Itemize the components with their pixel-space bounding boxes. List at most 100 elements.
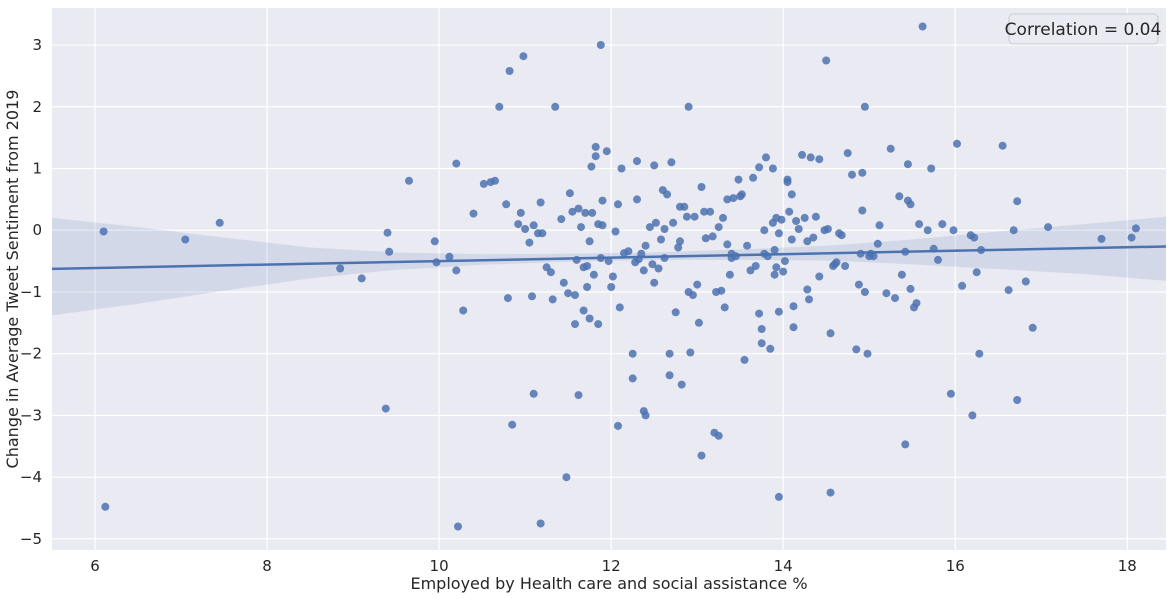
data-point <box>574 391 583 400</box>
data-point <box>430 237 439 246</box>
data-point <box>663 190 672 199</box>
data-point <box>181 235 190 244</box>
data-point <box>760 226 769 235</box>
y-tick-labels: 3 2 1 0 −1 −2 −3 −4 −5 <box>20 36 42 548</box>
data-point <box>1028 323 1037 332</box>
data-point <box>405 176 413 185</box>
data-point <box>1013 396 1022 404</box>
data-point <box>875 221 884 230</box>
data-point <box>559 278 568 287</box>
data-point <box>766 344 775 353</box>
data-point <box>809 233 818 242</box>
data-point <box>665 349 674 358</box>
data-point <box>858 206 867 215</box>
data-point <box>571 320 579 329</box>
data-point <box>854 280 863 289</box>
data-point <box>755 163 764 172</box>
data-point <box>624 247 633 256</box>
data-point <box>686 348 695 357</box>
data-point <box>565 189 574 198</box>
data-point <box>805 295 813 304</box>
data-point <box>970 233 979 242</box>
data-point <box>723 195 732 204</box>
data-point <box>591 142 600 151</box>
data-point <box>101 502 110 511</box>
x-tick-labels: 6 8 10 12 14 16 18 <box>90 557 1137 575</box>
data-point <box>452 159 461 168</box>
data-point <box>700 207 709 216</box>
data-point <box>949 226 958 235</box>
data-point <box>822 56 831 65</box>
data-point <box>585 237 594 246</box>
data-point <box>869 252 878 261</box>
data-point <box>579 306 588 315</box>
x-tick-label: 6 <box>90 557 100 575</box>
x-tick-label: 18 <box>1118 557 1137 575</box>
data-point <box>491 176 499 185</box>
data-point <box>923 226 932 235</box>
y-tick-label: −2 <box>20 345 42 363</box>
data-point <box>536 519 545 528</box>
data-point <box>591 152 600 161</box>
data-point <box>720 303 729 312</box>
data-point <box>780 257 789 266</box>
data-point <box>548 295 557 304</box>
data-point <box>562 473 571 482</box>
data-point <box>749 173 758 182</box>
data-point <box>690 212 699 221</box>
data-point <box>815 155 824 164</box>
data-point <box>469 209 478 218</box>
data-point <box>779 267 788 276</box>
data-point <box>694 318 703 327</box>
data-point <box>787 190 796 199</box>
data-point <box>505 67 514 75</box>
data-point <box>789 323 798 332</box>
data-point <box>633 157 641 166</box>
y-axis-title: Change in Average Tweet Sentiment from 2… <box>3 90 22 469</box>
data-point <box>516 208 525 217</box>
y-tick-label: 1 <box>32 160 42 178</box>
data-point <box>577 223 585 232</box>
data-point <box>588 208 597 217</box>
data-point <box>897 270 906 279</box>
x-tick-label: 12 <box>602 557 621 575</box>
data-point <box>479 179 488 188</box>
y-tick-label: −1 <box>20 283 42 301</box>
data-point <box>882 289 891 298</box>
data-point <box>803 237 812 246</box>
data-point <box>641 241 650 250</box>
data-point <box>787 235 796 244</box>
data-point <box>697 183 706 191</box>
data-point <box>826 329 835 338</box>
data-point <box>901 440 910 449</box>
data-point <box>650 161 659 170</box>
data-point <box>641 411 650 420</box>
data-point <box>918 22 927 31</box>
data-point <box>792 217 801 225</box>
data-point <box>529 221 538 230</box>
data-point <box>815 272 824 281</box>
data-point <box>682 212 691 221</box>
data-point <box>568 207 577 216</box>
data-point <box>633 195 641 204</box>
data-point <box>852 345 861 354</box>
data-point <box>772 263 781 272</box>
data-point <box>674 243 683 252</box>
data-point <box>770 270 779 279</box>
data-point <box>873 239 882 248</box>
data-point <box>794 225 803 233</box>
data-point <box>891 294 899 303</box>
data-point <box>502 200 511 209</box>
data-point <box>746 266 755 275</box>
data-point <box>684 102 693 111</box>
y-tick-label: 0 <box>32 221 42 239</box>
plot-background <box>52 8 1166 550</box>
data-point <box>972 268 981 277</box>
data-point <box>445 252 454 261</box>
data-point <box>665 371 674 380</box>
data-point <box>915 220 924 229</box>
data-point <box>667 158 676 167</box>
data-point <box>519 52 528 61</box>
data-point <box>546 268 555 277</box>
y-tick-label: 3 <box>32 36 42 54</box>
